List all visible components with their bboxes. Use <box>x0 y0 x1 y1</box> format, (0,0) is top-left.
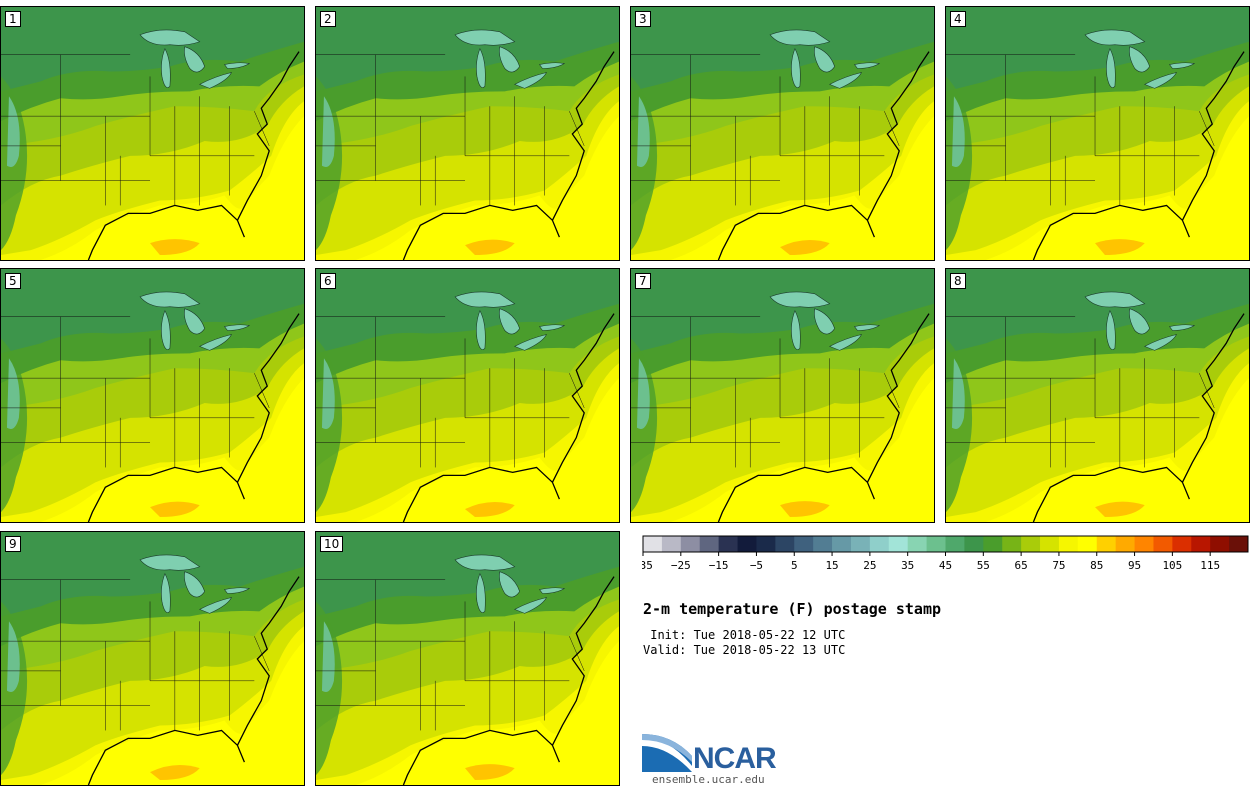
ensemble-member-panel: 6 <box>315 268 620 523</box>
colorbar-segment <box>1077 536 1098 552</box>
member-number-label: 4 <box>950 11 966 27</box>
member-number-label: 7 <box>635 273 651 289</box>
colorbar-segment <box>850 536 871 552</box>
colorbar-tick-label: 65 <box>1015 559 1028 572</box>
member-number-label: 1 <box>5 11 21 27</box>
colorbar-tick-label: 25 <box>863 559 876 572</box>
member-number-label: 5 <box>5 273 21 289</box>
ensemble-member-panel: 5 <box>0 268 305 523</box>
colorbar-segment <box>775 536 795 552</box>
colorbar-segment <box>1096 536 1117 552</box>
temperature-map <box>316 7 619 260</box>
temperature-map <box>316 269 619 522</box>
colorbar-segment <box>794 536 814 552</box>
colorbar-segment <box>680 536 701 552</box>
colorbar-segment <box>1021 536 1041 552</box>
colorbar-segment <box>661 536 682 552</box>
temperature-map <box>1 269 304 522</box>
colorbar-segment <box>699 536 720 552</box>
member-number-label: 3 <box>635 11 651 27</box>
colorbar-tick-label: 15 <box>825 559 838 572</box>
temperature-map <box>1 532 304 785</box>
colorbar-segment <box>1134 536 1154 552</box>
ncar-logo-text: NCAR <box>693 742 777 775</box>
temperature-map <box>946 269 1249 522</box>
ensemble-member-panel: 10 <box>315 531 620 786</box>
colorbar-segment <box>756 536 776 552</box>
colorbar-tick-label: 95 <box>1128 559 1141 572</box>
colorbar-segment <box>926 536 946 552</box>
colorbar-segment <box>1115 536 1135 552</box>
colorbar-segment <box>832 536 852 552</box>
colorbar-tick-label: 45 <box>939 559 952 572</box>
colorbar-segment <box>945 536 965 552</box>
temperature-map <box>946 7 1249 260</box>
colorbar-tick-label: 75 <box>1052 559 1065 572</box>
ensemble-member-panel: 9 <box>0 531 305 786</box>
colorbar-tick-label: 5 <box>791 559 798 572</box>
colorbar-segment <box>869 536 890 552</box>
colorbar-tick-label: −15 <box>709 559 729 572</box>
member-number-label: 2 <box>320 11 336 27</box>
ensemble-member-panel: 3 <box>630 6 935 261</box>
colorbar-segment <box>813 536 833 552</box>
init-time: Init: Tue 2018-05-22 12 UTC <box>643 628 846 642</box>
colorbar-segment <box>737 536 757 552</box>
colorbar-segment <box>718 536 738 552</box>
colorbar-tick-label: 105 <box>1162 559 1182 572</box>
temperature-colorbar: −35 −25 −15 −5 5 15 25 35 45 55 65 75 85 95 105 115 <box>642 535 1249 572</box>
ensemble-member-panel: 2 <box>315 6 620 261</box>
member-number-label: 6 <box>320 273 336 289</box>
colorbar-segment <box>1172 536 1192 552</box>
colorbar-segment <box>1058 536 1079 552</box>
colorbar-segment <box>1210 536 1230 552</box>
ensemble-member-panel: 1 <box>0 6 305 261</box>
colorbar-tick-label: 85 <box>1090 559 1103 572</box>
temperature-map <box>631 269 934 522</box>
colorbar-tick-label: 115 <box>1200 559 1220 572</box>
colorbar-segment <box>1191 536 1211 552</box>
ncar-logo-icon <box>642 732 692 772</box>
chart-title: 2-m temperature (F) postage stamp <box>643 600 942 618</box>
temperature-map <box>316 532 619 785</box>
colorbar-tick-label: 55 <box>977 559 990 572</box>
temperature-map <box>631 7 934 260</box>
colorbar-tick-label: −5 <box>750 559 763 572</box>
ensemble-member-panel: 8 <box>945 268 1250 523</box>
colorbar-segment <box>1229 536 1249 552</box>
colorbar-segment <box>1040 536 1060 552</box>
ensemble-member-panel: 7 <box>630 268 935 523</box>
ensemble-member-panel: 4 <box>945 6 1250 261</box>
colorbar-segment <box>983 536 1003 552</box>
member-number-label: 9 <box>5 536 21 552</box>
member-number-label: 8 <box>950 273 966 289</box>
valid-time: Valid: Tue 2018-05-22 13 UTC <box>643 643 846 657</box>
colorbar-segment <box>964 536 984 552</box>
colorbar-tick-label: −35 <box>642 559 653 572</box>
colorbar-segment <box>643 536 663 552</box>
colorbar-tick-label: 35 <box>901 559 914 572</box>
temperature-map <box>1 7 304 260</box>
colorbar-segment <box>907 536 927 552</box>
ensemble-url: ensemble.ucar.edu <box>652 773 765 786</box>
colorbar-tick-label: −25 <box>671 559 691 572</box>
colorbar-segment <box>1153 536 1173 552</box>
colorbar-segment <box>1002 536 1022 552</box>
member-number-label: 10 <box>320 536 344 552</box>
colorbar-segment <box>888 536 909 552</box>
